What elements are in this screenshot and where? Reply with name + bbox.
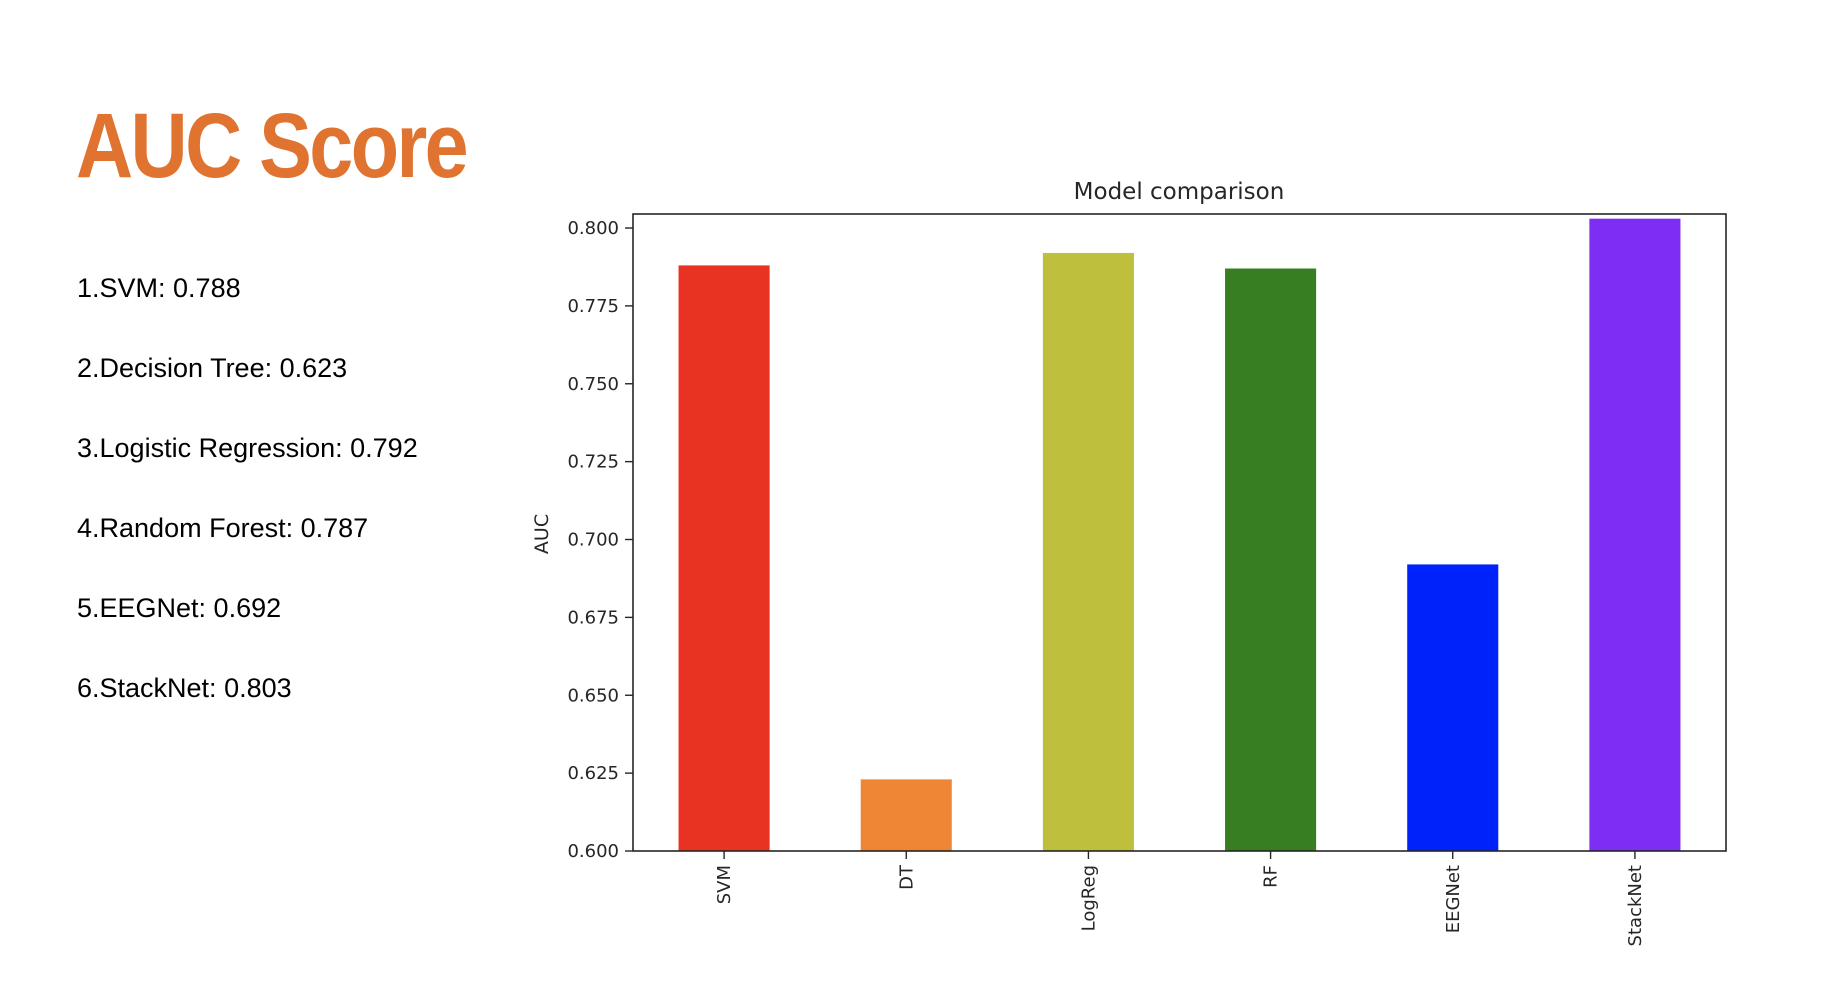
bar-eegnet	[1407, 564, 1499, 851]
x-tick-label: LogReg	[1078, 865, 1099, 931]
y-tick-label: 0.600	[567, 841, 619, 862]
score-item-svm: 1.SVM: 0.788	[77, 273, 241, 303]
bar-rf	[1225, 268, 1317, 852]
y-axis-ticks: 0.600 0.625 0.650 0.675 0.700 0.725 0.750 0.775…	[567, 218, 633, 862]
y-tick-label: 0.675	[567, 607, 619, 628]
slide-title: AUC Score	[76, 95, 469, 197]
chart-title: Model comparison	[1074, 179, 1285, 205]
score-item-stacknet: 6.StackNet: 0.803	[77, 673, 292, 703]
x-tick-label: DT	[896, 864, 917, 890]
bar-logreg	[1042, 252, 1134, 852]
score-item-eegnet: 5.EEGNet: 0.692	[77, 593, 282, 623]
bar-dt	[860, 779, 952, 851]
y-tick-label: 0.625	[567, 763, 619, 784]
x-tick-label: RF	[1261, 865, 1282, 888]
score-item-random-forest: 4.Random Forest: 0.787	[77, 513, 369, 543]
x-tick-label: SVM	[714, 865, 735, 904]
score-item-logistic-regression: 3.Logistic Regression: 0.792	[77, 433, 418, 463]
y-axis-label: AUC	[531, 514, 553, 554]
y-tick-label: 0.800	[567, 218, 619, 239]
bars	[678, 218, 1681, 852]
x-tick-label: StackNet	[1625, 865, 1646, 946]
y-tick-label: 0.775	[567, 296, 619, 317]
x-tick-label: EEGNet	[1443, 865, 1464, 933]
score-item-decision-tree: 2.Decision Tree: 0.623	[77, 353, 348, 383]
score-list: 1.SVM: 0.788 2.Decision Tree: 0.623 3.Lo…	[77, 268, 418, 748]
bar-svm	[678, 265, 770, 851]
y-tick-label: 0.725	[567, 452, 619, 473]
y-tick-label: 0.750	[567, 374, 619, 395]
bar-stacknet	[1589, 218, 1681, 852]
x-axis-ticks: SVM DT LogReg RF EEGNet StackNet	[714, 851, 1646, 946]
y-tick-label: 0.700	[567, 530, 619, 551]
plot-frame	[632, 213, 1727, 852]
y-tick-label: 0.650	[567, 685, 619, 706]
